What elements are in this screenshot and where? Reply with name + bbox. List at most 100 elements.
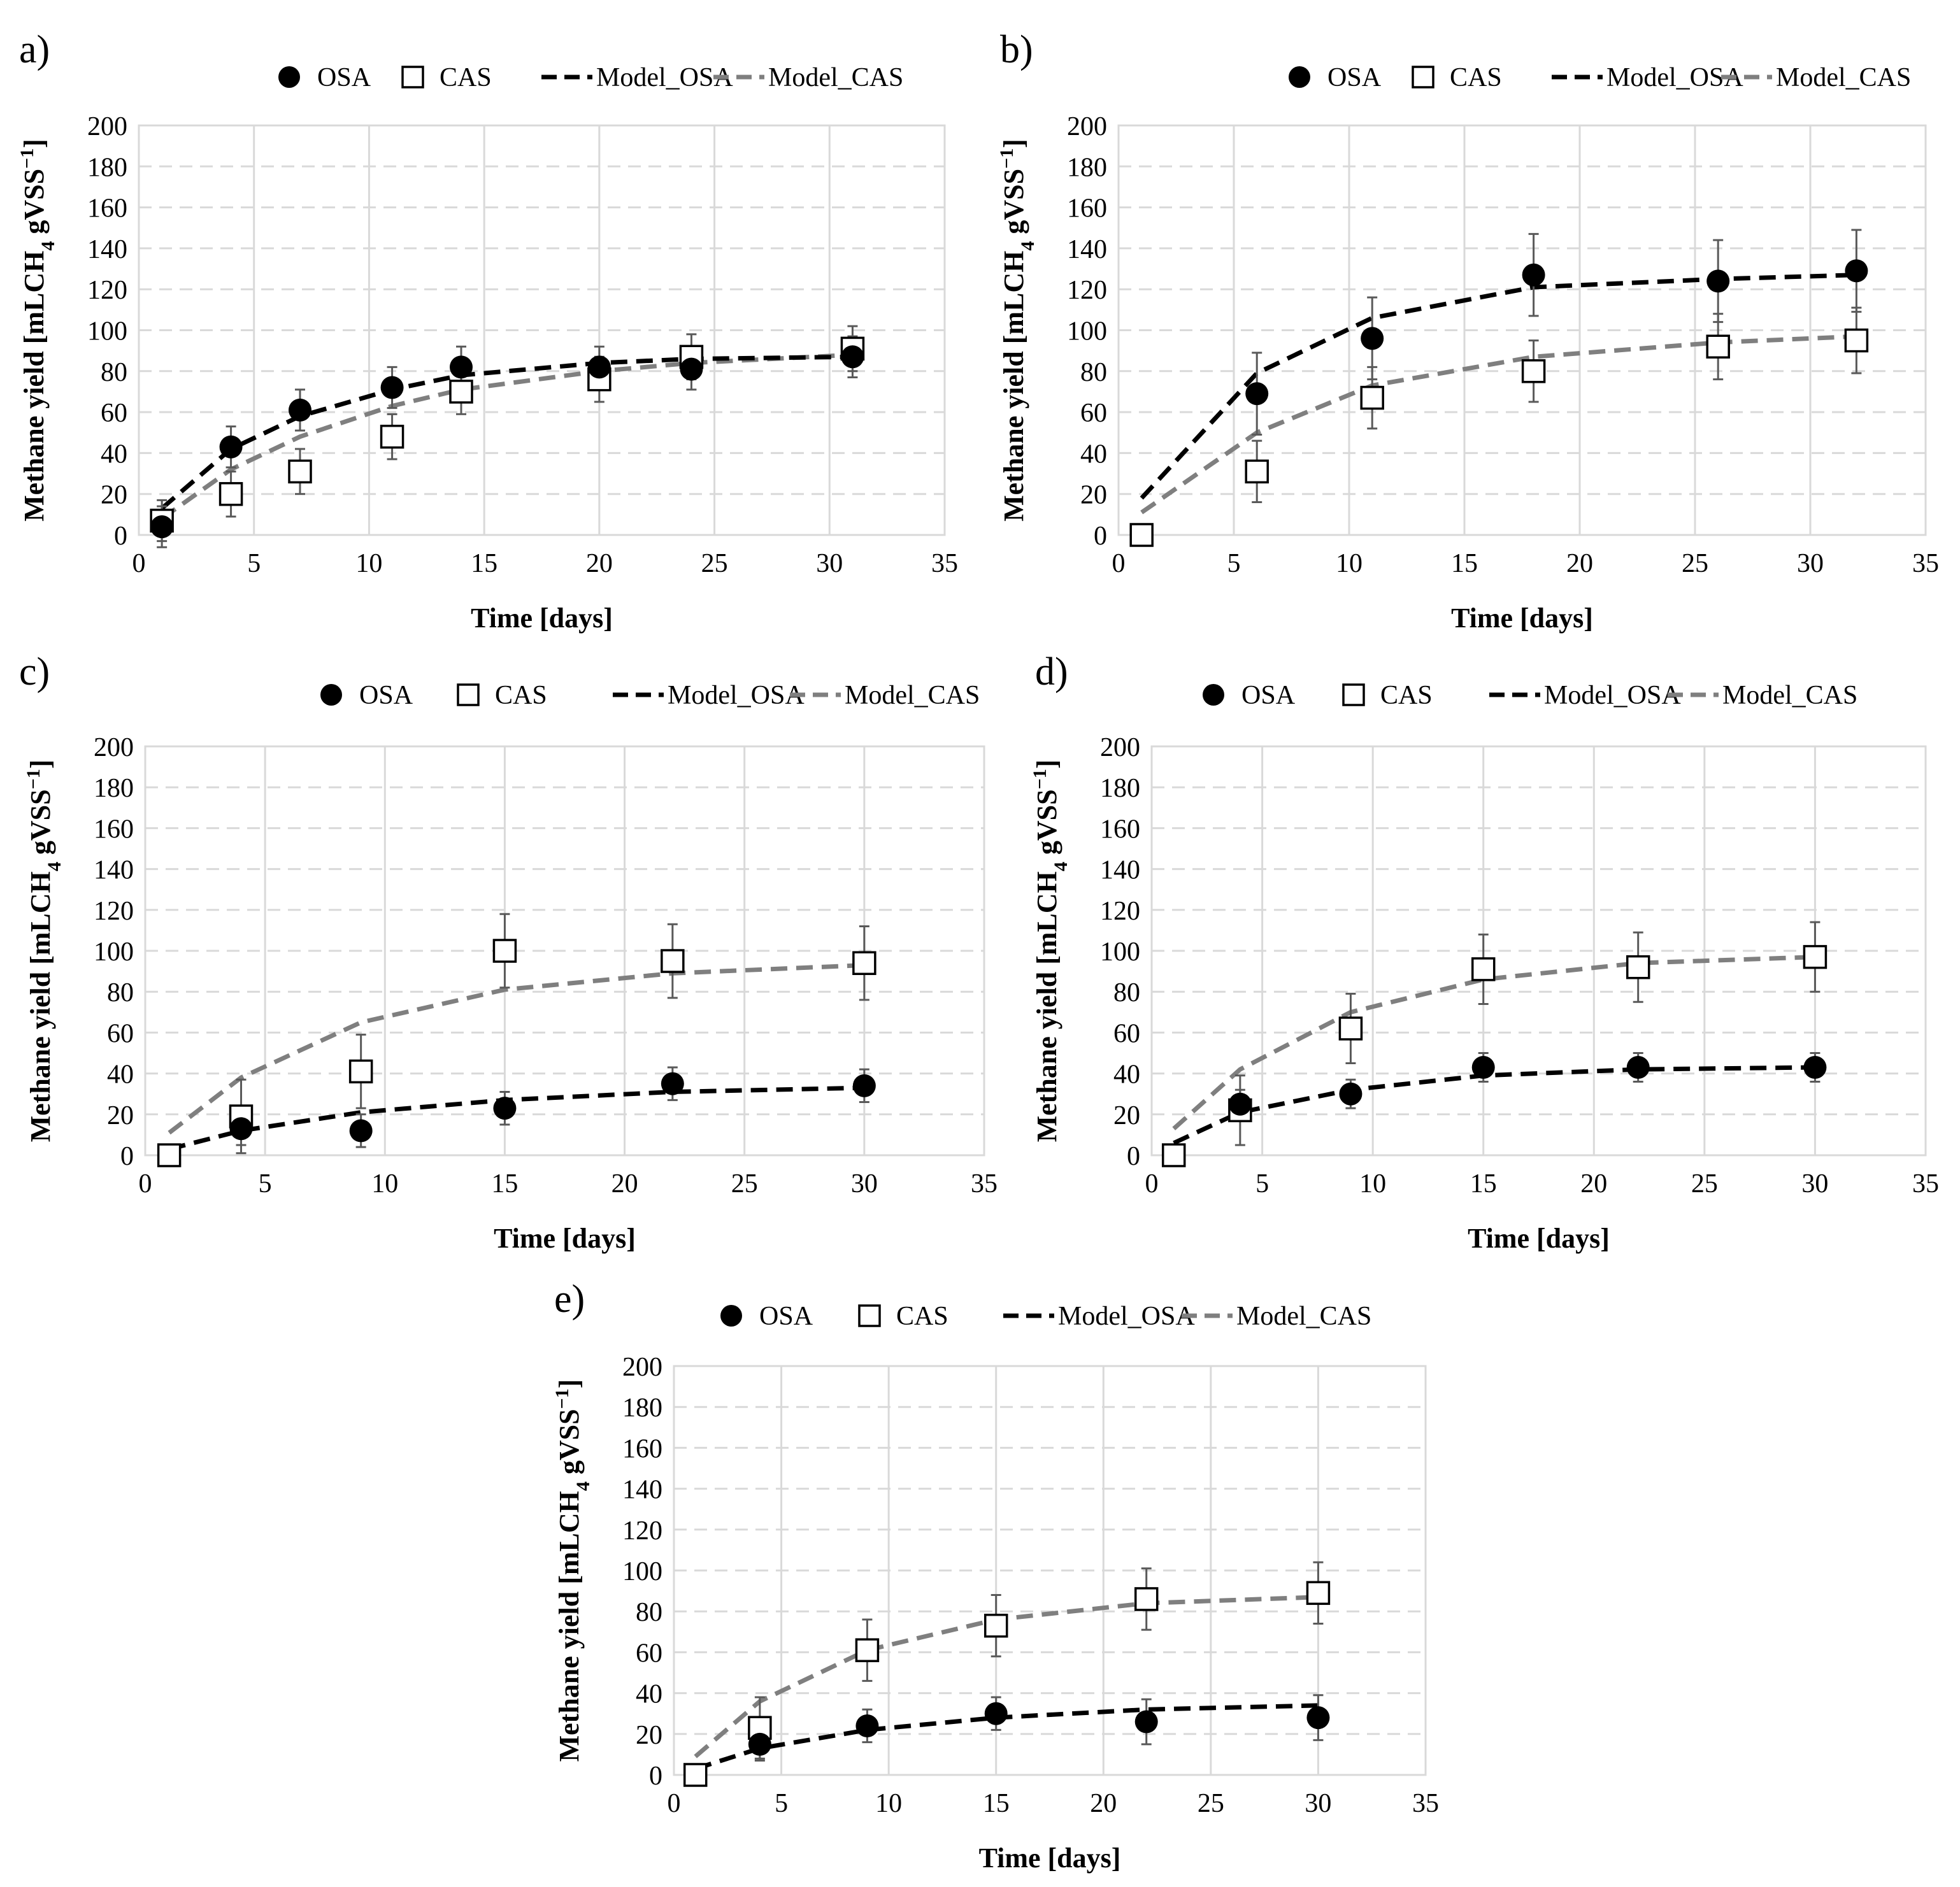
y-tick-label: 120 [622, 1516, 662, 1546]
y-axis-title: Methane yield [mLCH4 gVSS−1] [1029, 760, 1071, 1143]
legend-marker-cas [401, 66, 424, 89]
y-tick-label: 160 [87, 194, 127, 224]
data-point-cas [1245, 459, 1269, 484]
legend-marker-cas [457, 683, 480, 706]
x-tick-label: 15 [471, 549, 497, 578]
data-point-osa [680, 357, 703, 381]
y-tick-label: 180 [87, 153, 127, 182]
chart-panel-a: a) 0 20 40 60 80 100 120 140 160 180 200 0 5 10 15 20 25 3… [17, 28, 959, 634]
y-tick-label: 40 [636, 1680, 662, 1709]
legend-label-cas: CAS [440, 63, 492, 92]
data-point-osa [1361, 327, 1384, 350]
data-point-cas [1706, 334, 1730, 359]
y-tick-label: 20 [636, 1721, 662, 1750]
y-axis-title-part: 4 [573, 1481, 594, 1491]
data-point-osa [289, 398, 311, 422]
chart-panel-d: d) 0 20 40 60 80 100 120 140 160 180 200 0 5 10 15 20 25 3… [1029, 650, 1940, 1254]
data-point-osa [229, 1117, 253, 1141]
legend-label-cas: CAS [1450, 63, 1502, 92]
data-point-osa [150, 515, 174, 539]
y-axis-title-part: gVSS [998, 169, 1029, 241]
data-point-cas [1803, 944, 1828, 969]
x-tick-label: 20 [612, 1169, 638, 1199]
legend-label-cas: CAS [495, 681, 547, 710]
legend-label-osa: OSA [317, 63, 371, 92]
data-point-osa [1522, 263, 1545, 287]
legend-label-osa: OSA [359, 681, 413, 710]
y-tick-label: 40 [1080, 439, 1107, 469]
y-axis-title-part: −1 [996, 148, 1017, 169]
data-point-cas [1161, 1143, 1186, 1167]
x-axis-title: Time [days] [1451, 602, 1593, 634]
x-tick-label: 5 [259, 1169, 272, 1199]
legend-marker-cas [858, 1304, 881, 1327]
x-tick-label: 30 [1801, 1169, 1828, 1199]
legend-label-model-osa: Model_OSA [1606, 63, 1743, 92]
legend: OSA CAS Model_OSA Model_CAS [1289, 63, 1911, 92]
y-tick-label: 100 [1100, 937, 1140, 967]
y-axis-title-part: −1 [17, 148, 38, 169]
data-point-cas [218, 481, 243, 506]
y-axis-title-part: Methane yield [mLCH [25, 871, 56, 1142]
series-line-model-cas [168, 962, 865, 1135]
y-tick-label: 40 [1113, 1060, 1140, 1090]
data-point-cas [1521, 359, 1546, 383]
x-axis-title: Time [days] [979, 1842, 1121, 1874]
series-line-model-cas [1140, 334, 1857, 515]
panel-label: d) [1035, 650, 1068, 694]
data-point-osa [493, 1097, 517, 1120]
data-point-osa [661, 1072, 684, 1095]
x-tick-label: 25 [701, 549, 728, 578]
legend-marker-osa [278, 66, 300, 88]
legend-label-model-cas: Model_CAS [1236, 1302, 1371, 1331]
y-tick-label: 80 [107, 978, 134, 1008]
y-tick-label: 100 [1067, 317, 1107, 346]
legend-label-cas: CAS [1380, 681, 1433, 710]
legend-marker-cas [1342, 683, 1365, 706]
x-tick-label: 35 [1912, 1169, 1939, 1199]
y-axis-title-part: −1 [1029, 769, 1050, 789]
x-tick-label: 0 [139, 1169, 152, 1199]
y-axis-title-part: 4 [38, 241, 59, 251]
y-tick-label: 20 [101, 481, 127, 510]
y-axis-title-part: −1 [23, 769, 44, 789]
x-tick-label: 25 [1682, 549, 1708, 578]
data-point-osa [984, 1702, 1008, 1725]
data-point-cas [380, 424, 404, 449]
legend-label-osa: OSA [759, 1302, 813, 1331]
panel-label: c) [19, 650, 50, 694]
x-tick-label: 20 [1090, 1789, 1117, 1818]
legend-label-cas: CAS [896, 1302, 948, 1331]
data-point-osa [1626, 1055, 1650, 1079]
data-point-osa [841, 345, 864, 369]
x-tick-label: 30 [1305, 1789, 1331, 1818]
data-point-osa [748, 1732, 771, 1756]
y-axis-title-part: ] [18, 139, 50, 148]
chart-panel-b: b) 0 20 40 60 80 100 120 140 160 180 200 0 5 10 15 20 25 3… [996, 28, 1940, 634]
y-tick-label: 160 [1067, 194, 1107, 224]
legend-label-osa: OSA [1327, 63, 1382, 92]
data-point-cas [157, 1143, 182, 1167]
y-axis-title-part: ] [1031, 760, 1062, 769]
x-tick-label: 15 [1470, 1169, 1497, 1199]
data-point-osa [349, 1119, 373, 1143]
y-tick-label: 20 [1113, 1101, 1140, 1130]
data-point-cas [1471, 957, 1496, 981]
y-tick-label: 20 [107, 1101, 134, 1130]
y-tick-label: 200 [87, 112, 127, 141]
data-point-cas [348, 1059, 373, 1084]
data-point-cas [492, 939, 517, 963]
x-tick-label: 10 [1336, 549, 1363, 578]
data-point-osa [1245, 382, 1269, 406]
y-axis-title-part: gVSS [25, 789, 56, 862]
data-point-osa [1803, 1055, 1827, 1079]
data-point-osa [380, 376, 404, 399]
y-tick-label: 160 [94, 815, 134, 844]
y-axis-title-part: Methane yield [mLCH [1031, 871, 1062, 1142]
x-tick-label: 5 [247, 549, 261, 578]
y-axis-title-part: Methane yield [mLCH [18, 251, 50, 522]
y-tick-label: 160 [622, 1434, 662, 1463]
x-tick-label: 30 [1797, 549, 1824, 578]
data-point-cas [1626, 955, 1650, 979]
y-tick-label: 200 [94, 733, 134, 762]
